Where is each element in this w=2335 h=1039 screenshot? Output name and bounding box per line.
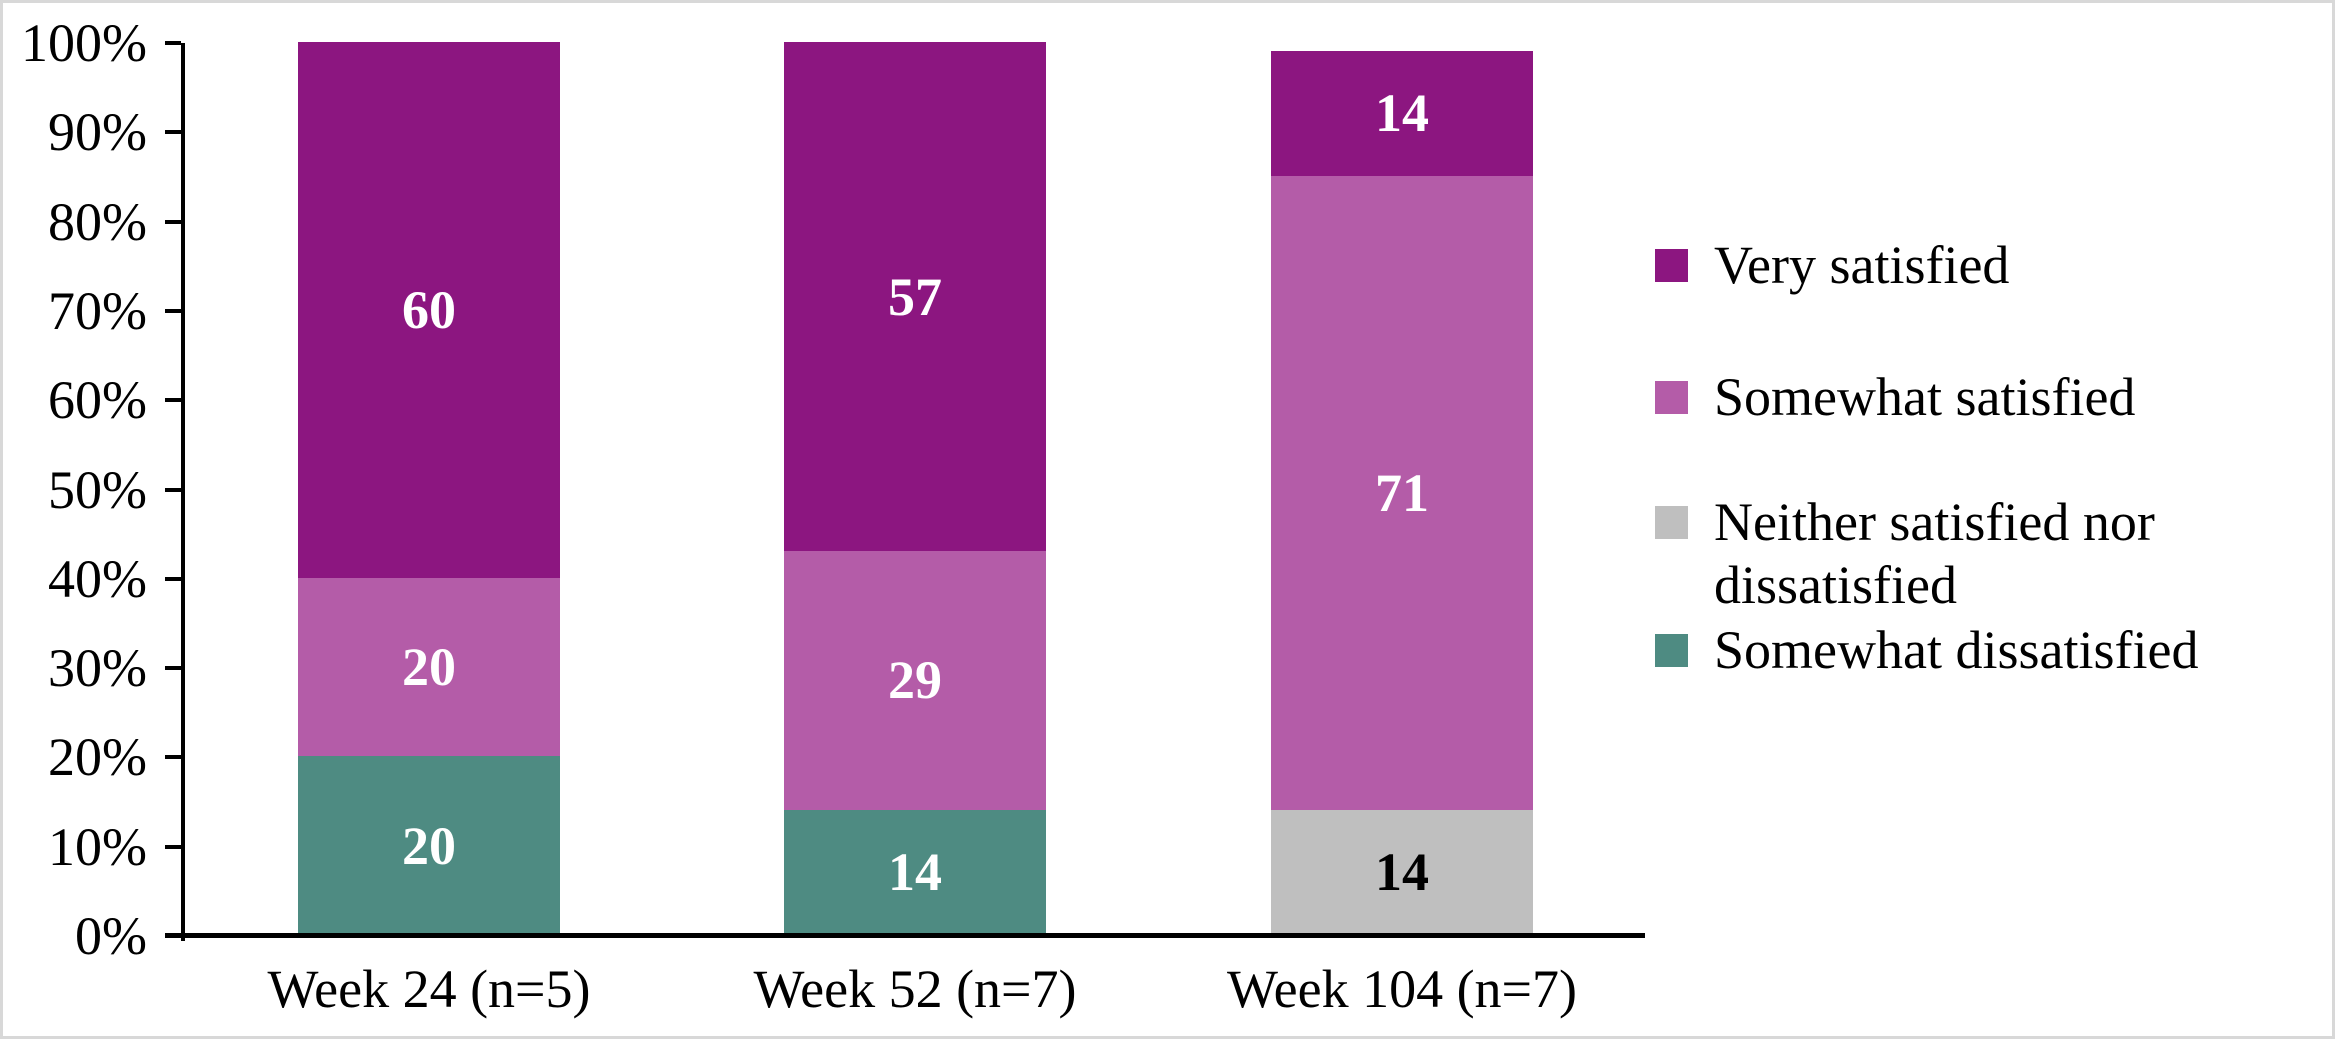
bar-segment: 60 bbox=[298, 42, 560, 578]
y-axis-tick bbox=[165, 219, 181, 224]
bar-value-label: 14 bbox=[888, 842, 942, 903]
y-axis-tick bbox=[165, 755, 181, 760]
legend: Very satisfied Somewhat satisfied Neither … bbox=[3, 3, 2332, 1036]
bar-segment: 14 bbox=[1271, 809, 1533, 935]
bar-value-label: 14 bbox=[1375, 83, 1429, 144]
y-axis-tick bbox=[165, 398, 181, 403]
bar-segment: 29 bbox=[784, 551, 1046, 810]
legend-item: Very satisfied bbox=[1655, 234, 2009, 297]
bar-value-label: 20 bbox=[402, 815, 456, 876]
y-axis-tick bbox=[165, 666, 181, 671]
y-tick-label: 100% bbox=[21, 13, 147, 73]
plot-area: 0% 10% 20% 30% 40% 50% 60% 70% 80% 90% 100% 20 20 60 W… bbox=[3, 3, 2332, 1036]
legend-item: Neither satisfied nor dissatisfied bbox=[1655, 491, 2294, 617]
y-tick-label: 90% bbox=[48, 102, 147, 163]
y-tick-label: 80% bbox=[48, 191, 147, 252]
bar-segment: 57 bbox=[784, 42, 1046, 551]
y-axis-tick bbox=[165, 130, 181, 135]
y-axis-tick bbox=[165, 308, 181, 313]
bar-segment: 14 bbox=[1271, 50, 1533, 176]
bar-segment: 14 bbox=[784, 809, 1046, 935]
bar-value-label: 71 bbox=[1375, 462, 1429, 523]
legend-swatch bbox=[1655, 506, 1688, 539]
y-axis-tick bbox=[165, 41, 181, 45]
bar-value-label: 29 bbox=[888, 650, 942, 711]
bar-value-label: 14 bbox=[1375, 842, 1429, 903]
legend-label: Very satisfied bbox=[1714, 235, 2010, 295]
x-category-label: Week 24 (n=5) bbox=[267, 959, 591, 1019]
y-tick-label: 70% bbox=[48, 280, 147, 341]
y-tick-label: 10% bbox=[48, 816, 147, 877]
y-tick-label: 40% bbox=[48, 548, 147, 609]
y-axis-tick bbox=[165, 576, 181, 581]
y-tick-label: 0% bbox=[75, 906, 147, 966]
bar-segment: 71 bbox=[1271, 175, 1533, 810]
bar-value-label: 57 bbox=[888, 266, 942, 327]
legend-swatch bbox=[1655, 634, 1688, 667]
x-axis-line bbox=[165, 933, 1645, 938]
y-axis-line bbox=[181, 43, 185, 941]
bar-segment: 20 bbox=[298, 756, 560, 935]
y-axis-tick bbox=[165, 844, 181, 849]
bar-value-label: 60 bbox=[402, 279, 456, 340]
legend-label: Neither satisfied nor dissatisfied bbox=[1714, 492, 2155, 615]
bar-segment: 20 bbox=[298, 577, 560, 757]
legend-swatch bbox=[1655, 249, 1688, 282]
x-category-label: Week 104 (n=7) bbox=[1227, 959, 1577, 1019]
y-tick-label: 30% bbox=[48, 638, 147, 699]
y-tick-label: 50% bbox=[48, 459, 147, 520]
y-tick-label: 60% bbox=[48, 370, 147, 431]
y-tick-label: 20% bbox=[48, 727, 147, 788]
legend-label: Somewhat satisfied bbox=[1714, 367, 2136, 427]
legend-label: Somewhat dissatisfied bbox=[1714, 620, 2199, 680]
bar-value-label: 20 bbox=[402, 637, 456, 698]
legend-item: Somewhat satisfied bbox=[1655, 366, 2135, 429]
y-axis-tick bbox=[165, 487, 181, 492]
legend-item: Somewhat dissatisfied bbox=[1655, 619, 2198, 682]
x-category-label: Week 52 (n=7) bbox=[753, 959, 1077, 1019]
legend-swatch bbox=[1655, 381, 1688, 414]
